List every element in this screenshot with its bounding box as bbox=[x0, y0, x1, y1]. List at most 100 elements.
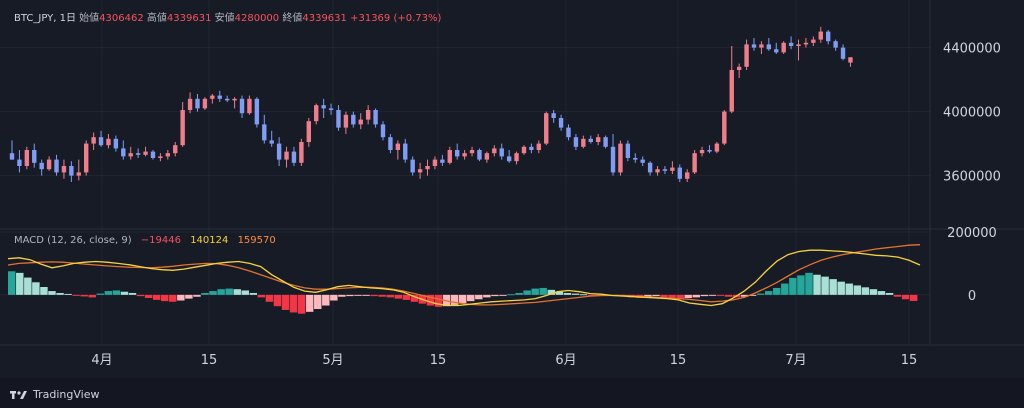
candle bbox=[69, 161, 74, 182]
chart-frame: 4400000 4000000 3600000 200000 0 4月 15 5月 15 6月… bbox=[0, 0, 1024, 378]
candle bbox=[61, 159, 67, 179]
macd-histogram-bar bbox=[233, 289, 241, 295]
candle bbox=[514, 151, 519, 165]
candle bbox=[796, 39, 801, 61]
macd-histogram-bar bbox=[330, 294, 338, 301]
candle-body bbox=[121, 148, 126, 157]
macd-histogram-bar bbox=[225, 288, 233, 295]
candle-body bbox=[811, 39, 816, 43]
macd-legend[interactable]: MACD (12, 26, close, 9) −19446 140124 15… bbox=[14, 235, 276, 246]
candle bbox=[455, 143, 460, 160]
candle-body bbox=[610, 146, 616, 173]
candle-body bbox=[595, 137, 601, 142]
candle-body bbox=[46, 159, 52, 170]
candle bbox=[165, 150, 171, 160]
candle bbox=[24, 146, 30, 170]
macd-histogram-bar bbox=[338, 294, 346, 297]
macd-indicator-label[interactable]: MACD (12, 26, close, 9) bbox=[14, 235, 132, 246]
candle-body bbox=[54, 159, 59, 173]
candle-body bbox=[514, 153, 519, 162]
macd-histogram-bar bbox=[748, 294, 757, 296]
macd-histogram-bar bbox=[314, 294, 322, 309]
candle bbox=[410, 156, 415, 176]
close-label: 終値 bbox=[282, 13, 303, 24]
macd-histogram-bar bbox=[8, 271, 16, 295]
time-axis-label: 6月 bbox=[555, 353, 576, 368]
candle bbox=[417, 162, 423, 179]
candle-body bbox=[759, 44, 764, 48]
candle-body bbox=[729, 70, 734, 112]
candle bbox=[269, 130, 274, 147]
candle bbox=[736, 63, 742, 78]
candle bbox=[210, 94, 215, 104]
macd-histogram-bar bbox=[64, 293, 72, 295]
candle-body bbox=[744, 44, 749, 67]
interval-label[interactable]: 1日 bbox=[59, 13, 76, 24]
candle bbox=[121, 140, 126, 160]
low-label: 安値 bbox=[214, 13, 235, 24]
macd-histogram-bar bbox=[281, 294, 290, 310]
candle bbox=[603, 135, 608, 149]
candle-body bbox=[647, 162, 653, 173]
candle-body bbox=[566, 127, 571, 138]
candle-body bbox=[633, 158, 638, 160]
macd-histogram-bar bbox=[410, 294, 419, 302]
candle bbox=[544, 111, 549, 146]
macd-histogram-bar bbox=[185, 294, 193, 299]
candle-body bbox=[655, 169, 660, 173]
candle bbox=[158, 153, 163, 162]
candle bbox=[128, 146, 133, 160]
candle-body bbox=[210, 95, 215, 99]
candle-body bbox=[766, 44, 772, 50]
candle-body bbox=[217, 95, 222, 99]
candle-body bbox=[618, 143, 623, 173]
low-value: 4280000 bbox=[234, 13, 280, 24]
candle-body bbox=[447, 150, 452, 163]
macd-histogram-bar bbox=[305, 294, 314, 312]
price-axis-label: 4000000 bbox=[943, 106, 1001, 121]
candle-body bbox=[128, 153, 133, 157]
candle bbox=[751, 38, 757, 51]
candle-body bbox=[284, 151, 289, 160]
candle bbox=[803, 38, 809, 48]
candle-body bbox=[484, 153, 490, 160]
macd-histogram-bar bbox=[716, 294, 725, 296]
candle-body bbox=[432, 159, 438, 166]
macd-histogram-bar bbox=[781, 283, 789, 295]
candle-body bbox=[328, 108, 334, 110]
macd-axis-label: 0 bbox=[968, 289, 976, 304]
symbol-label[interactable]: BTC_JPY bbox=[14, 13, 54, 24]
candle-body bbox=[774, 49, 779, 53]
candle-body bbox=[558, 118, 564, 128]
candle-body bbox=[291, 151, 297, 163]
chart-canvas[interactable]: 4400000 4000000 3600000 200000 0 4月 15 5月 15 6月… bbox=[0, 0, 1024, 378]
candle-body bbox=[269, 140, 274, 144]
tradingview-brand[interactable]: TradingView bbox=[10, 388, 99, 401]
candle-body bbox=[796, 44, 801, 46]
candle bbox=[677, 164, 682, 182]
candle bbox=[84, 140, 89, 176]
macd-histogram-bar bbox=[434, 294, 443, 307]
candle-body bbox=[788, 42, 794, 46]
macd-histogram-bar bbox=[660, 294, 668, 298]
time-axis-label: 15 bbox=[670, 353, 687, 368]
macd-histogram-bar bbox=[684, 294, 692, 298]
macd-histogram-bar bbox=[813, 274, 821, 295]
macd-histogram-bar bbox=[104, 291, 113, 295]
macd-histogram-bar bbox=[861, 287, 870, 295]
macd-histogram-bar bbox=[491, 294, 499, 297]
candle bbox=[306, 118, 311, 147]
candle-body bbox=[91, 137, 96, 144]
macd-histogram-bar bbox=[507, 294, 515, 296]
candle-body bbox=[699, 150, 705, 154]
time-axis-label: 15 bbox=[201, 353, 218, 368]
candle bbox=[595, 134, 601, 146]
candle bbox=[826, 30, 831, 45]
open-label: 始値 bbox=[79, 13, 100, 24]
candle-body bbox=[462, 153, 467, 157]
candle bbox=[32, 143, 37, 168]
candle bbox=[106, 134, 111, 149]
candle bbox=[781, 41, 786, 54]
candle-body bbox=[106, 138, 111, 146]
candle bbox=[180, 102, 185, 147]
